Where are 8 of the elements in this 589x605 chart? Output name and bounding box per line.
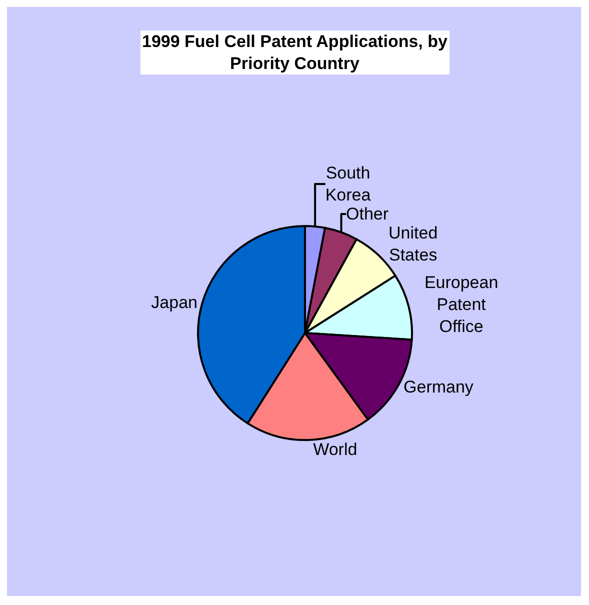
- slice-label: Other: [346, 204, 389, 224]
- slice-label: Japan: [151, 292, 198, 312]
- slice-label: United States: [388, 224, 438, 265]
- chart-title: 1999 Fuel Cell Patent Applications, by Priority Country: [142, 32, 448, 74]
- slice-label: World: [313, 440, 358, 459]
- slice-label: Germany: [404, 377, 474, 396]
- slice-label: European Patent Office: [424, 272, 498, 336]
- slice-label: South Korea: [325, 163, 372, 205]
